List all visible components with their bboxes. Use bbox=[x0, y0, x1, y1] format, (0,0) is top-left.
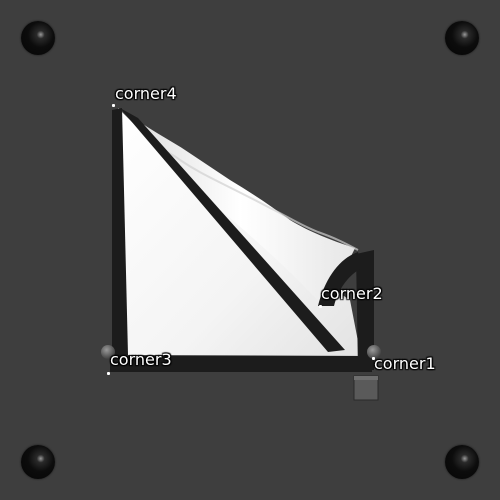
corner1-marker[interactable] bbox=[372, 357, 375, 360]
cube-icon[interactable] bbox=[353, 375, 379, 401]
corner3-label: corner3 bbox=[110, 350, 172, 369]
corner4-label: corner4 bbox=[115, 84, 177, 103]
cloth-fold-wave bbox=[134, 117, 359, 251]
corner1-label: corner1 bbox=[374, 354, 436, 373]
frame-left-edge bbox=[112, 108, 128, 358]
screw-icon bbox=[21, 21, 55, 55]
corner2-label: corner2 bbox=[321, 284, 383, 303]
pivot-icon bbox=[367, 345, 381, 359]
corner2-marker[interactable] bbox=[319, 305, 322, 308]
screw-icon bbox=[445, 445, 479, 479]
cloth-fold[interactable] bbox=[125, 112, 355, 305]
frame-hook bbox=[318, 252, 362, 306]
screw-icon bbox=[445, 21, 479, 55]
screw-icon bbox=[21, 445, 55, 479]
frame-right-post bbox=[356, 250, 374, 370]
pivot-icon bbox=[101, 345, 115, 359]
corner3-marker[interactable] bbox=[107, 372, 110, 375]
frame-bottom-edge bbox=[110, 355, 372, 372]
corner4-marker[interactable] bbox=[112, 104, 115, 107]
frame-diagonal-edge bbox=[120, 108, 345, 352]
